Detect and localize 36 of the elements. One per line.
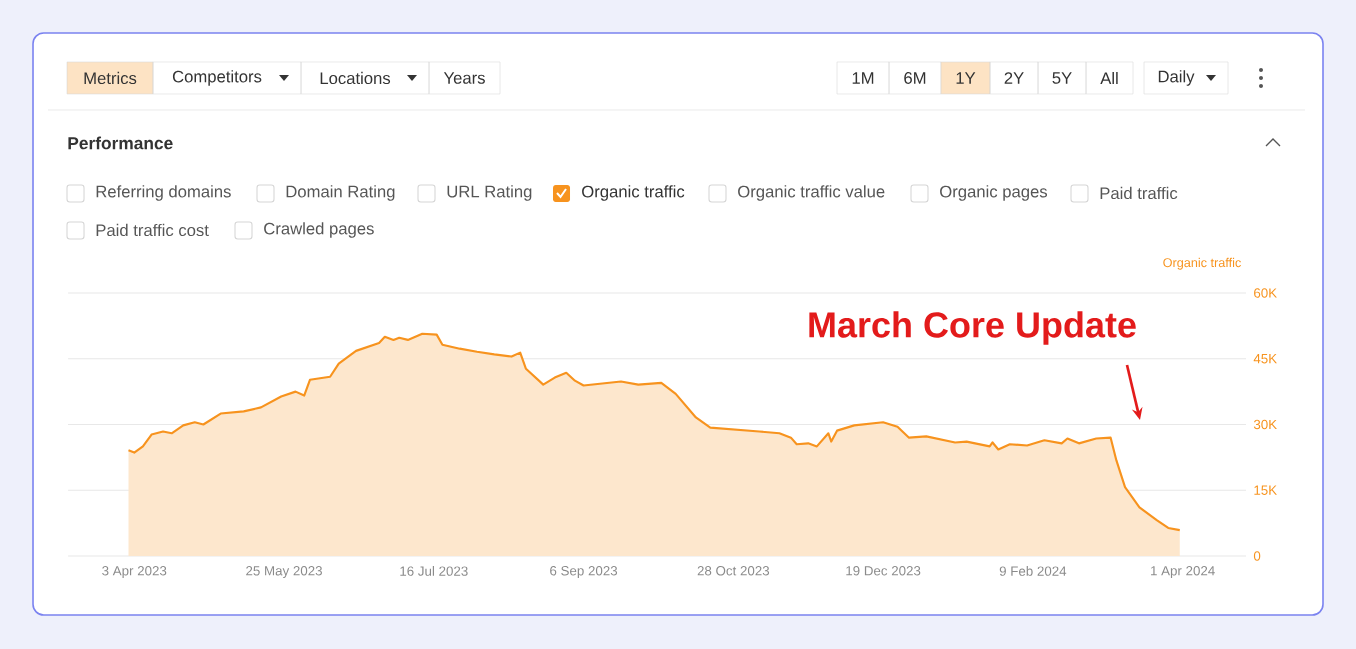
y-axis-title: Organic traffic — [1163, 257, 1241, 270]
x-tick-label: 1 Apr 2024 — [1151, 566, 1215, 579]
text: 1M — [852, 72, 874, 84]
text: Paid traffic cost — [96, 223, 209, 237]
text: Metrics — [84, 71, 137, 85]
text: Organic traffic value — [738, 185, 885, 201]
x-tick-label: 28 Oct 2023 — [697, 566, 770, 576]
x-tick-label: 9 Feb 2024 — [999, 566, 1067, 576]
text: Organic traffic — [582, 185, 685, 201]
text: Years — [443, 72, 485, 84]
text: Competitors — [172, 70, 262, 86]
x-tick-label: 25 May 2023 — [246, 566, 322, 579]
text: Referring domains — [96, 185, 231, 201]
y-tick-label: 0 — [1253, 551, 1261, 561]
text: Paid traffic — [1100, 186, 1178, 200]
chart-title: Performance — [68, 136, 173, 150]
x-tick-label: 16 Jul 2023 — [400, 566, 468, 576]
y-tick-label: 15K — [1254, 485, 1277, 495]
text: URL Rating — [447, 185, 532, 201]
y-tick-label: 60K — [1254, 288, 1277, 298]
y-tick-label: 45K — [1253, 354, 1277, 364]
text: 6M — [904, 72, 926, 84]
x-tick-label: 19 Dec 2023 — [846, 566, 921, 576]
text: 1Y — [956, 72, 976, 84]
text: Locations — [320, 71, 391, 85]
text: All — [1100, 71, 1118, 85]
text: Domain Rating — [286, 185, 395, 201]
text: 2Y — [1004, 72, 1024, 84]
text: Organic pages — [940, 185, 1048, 201]
text: 5Y — [1052, 72, 1072, 84]
x-tick-label: 6 Sep 2023 — [550, 566, 618, 579]
annotation: March Core Update — [809, 311, 1136, 345]
text: Daily — [1158, 70, 1195, 86]
text: Crawled pages — [264, 222, 374, 238]
x-tick-label: 3 Apr 2023 — [102, 566, 167, 579]
y-tick-label: 30K — [1253, 419, 1277, 430]
